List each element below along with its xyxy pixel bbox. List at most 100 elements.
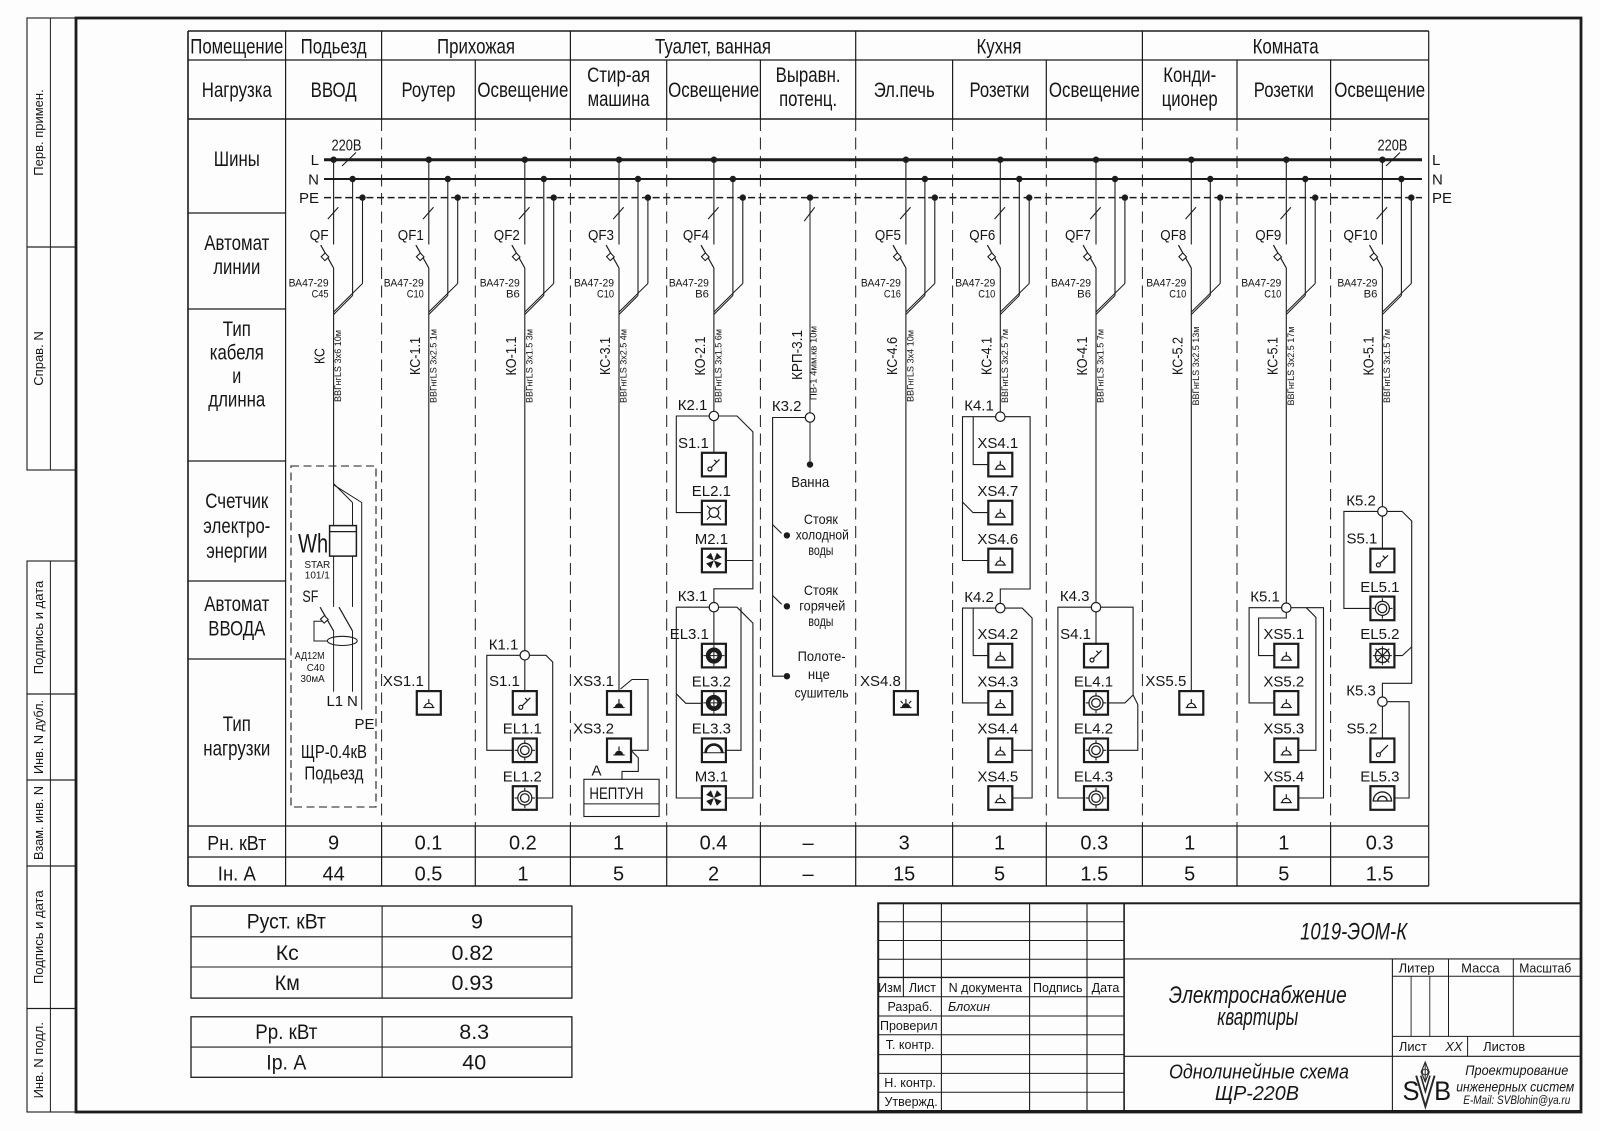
svg-text:STAR: STAR [304,560,330,571]
svg-text:101/1: 101/1 [305,571,330,582]
svg-text:B: B [1434,1076,1451,1106]
svg-text:Листов: Листов [1483,1039,1525,1054]
svg-text:XS5.5: XS5.5 [1145,673,1186,690]
svg-text:холодной: холодной [796,527,849,543]
svg-text:А: А [591,763,601,780]
svg-text:S1.1: S1.1 [489,673,520,690]
svg-text:0.1: 0.1 [415,833,443,855]
svg-text:Конди-: Конди- [1163,64,1216,87]
svg-text:В6: В6 [695,289,709,301]
svg-text:Розетки: Розетки [970,79,1030,102]
svg-text:QF5: QF5 [875,227,901,244]
svg-text:QF6: QF6 [969,227,995,244]
svg-text:Однолинейные схема: Однолинейные схема [1169,1062,1349,1084]
svg-text:Роутер: Роутер [402,79,456,102]
svg-text:1.5: 1.5 [1080,863,1108,885]
svg-text:Стир-ая: Стир-ая [587,64,650,87]
svg-text:E-Mail: SVBlohin@ya.ru: E-Mail: SVBlohin@ya.ru [1463,1093,1570,1107]
svg-text:220В: 220В [1378,138,1408,155]
svg-text:ВА47-29: ВА47-29 [861,278,901,290]
svg-text:XS4.5: XS4.5 [977,768,1018,785]
svg-text:5: 5 [1184,863,1195,885]
svg-text:Автомат: Автомат [204,232,269,255]
svg-text:0.93: 0.93 [451,971,493,995]
svg-text:кабеля: кабеля [210,342,264,365]
svg-text:ВА47-29: ВА47-29 [1146,278,1186,290]
svg-text:энергии: энергии [206,540,267,563]
svg-text:QF4: QF4 [683,227,709,244]
svg-text:PE: PE [354,716,374,733]
svg-text:Литер: Литер [1399,961,1435,976]
svg-text:EL1.2: EL1.2 [503,768,542,785]
svg-text:К4.3: К4.3 [1060,588,1090,605]
svg-text:КО-1.1: КО-1.1 [503,337,520,376]
svg-text:нце: нце [808,666,830,682]
svg-text:Шины: Шины [214,148,260,171]
svg-text:ВА47-29: ВА47-29 [574,278,614,290]
svg-text:QF2: QF2 [494,227,520,244]
svg-text:1019-ЭОМ-К: 1019-ЭОМ-К [1300,919,1408,946]
svg-text:ВВГнгLS 3х4 10м: ВВГнгLS 3х4 10м [905,330,916,402]
svg-text:КО-2.1: КО-2.1 [692,337,709,376]
svg-text:ВВГнгLS 3х6 10м: ВВГнгLS 3х6 10м [333,330,344,402]
svg-text:К3.2: К3.2 [772,398,802,415]
svg-text:Рн. кВт: Рн. кВт [207,832,267,855]
svg-text:ВВГнгLS 3х1.5 7м: ВВГнгLS 3х1.5 7м [1382,329,1393,403]
svg-text:XS5.4: XS5.4 [1263,768,1304,785]
svg-text:L1: L1 [326,693,343,710]
svg-text:EL3.3: EL3.3 [692,721,731,738]
svg-text:ВВГнгLS 3х2.5 7м: ВВГнгLS 3х2.5 7м [1000,329,1011,403]
svg-text:НЕПТУН: НЕПТУН [589,785,643,803]
svg-text:длинна: длинна [208,389,265,412]
svg-text:0.5: 0.5 [415,863,443,885]
svg-text:В6: В6 [1077,289,1091,301]
svg-text:QF8: QF8 [1160,227,1186,244]
svg-text:PE: PE [1432,190,1452,207]
svg-text:15: 15 [893,863,915,885]
svg-text:44: 44 [322,863,344,885]
svg-text:SF: SF [302,588,318,606]
svg-text:С16: С16 [884,289,901,301]
svg-text:ЩР-220В: ЩР-220В [1215,1083,1299,1105]
svg-text:КС-1.1: КС-1.1 [407,337,424,375]
svg-text:EL1.1: EL1.1 [503,721,542,738]
svg-text:Туалет, ванная: Туалет, ванная [655,36,771,59]
svg-text:QF3: QF3 [588,227,614,244]
svg-text:С40: С40 [307,663,326,674]
svg-text:XS4.2: XS4.2 [977,626,1018,643]
svg-text:КС-4.1: КС-4.1 [978,337,995,375]
svg-text:ВВГнгLS 3х1.5 6м: ВВГнгLS 3х1.5 6м [713,329,724,403]
svg-text:М3.1: М3.1 [695,768,728,785]
svg-text:9: 9 [471,910,483,934]
svg-text:К2.1: К2.1 [678,397,708,414]
svg-text:8.3: 8.3 [459,1020,489,1044]
svg-text:ВА47-29: ВА47-29 [955,278,995,290]
svg-text:QF7: QF7 [1065,227,1091,244]
svg-text:С10: С10 [407,289,424,301]
svg-text:Масса: Масса [1461,961,1500,976]
svg-text:N: N [1432,172,1443,189]
svg-text:Помещение: Помещение [190,36,283,59]
svg-text:Розетки: Розетки [1254,79,1314,102]
svg-text:КО-4.1: КО-4.1 [1074,337,1091,376]
svg-text:40: 40 [462,1051,486,1075]
svg-text:Wh: Wh [298,529,328,559]
svg-text:сушитель: сушитель [795,685,849,701]
svg-text:Тип: Тип [223,713,251,736]
svg-text:–: – [802,863,814,885]
svg-text:ВВГнгLS 3х2.5 1м: ВВГнгLS 3х2.5 1м [428,329,439,403]
svg-text:Справ. N: Справ. N [31,331,46,385]
svg-text:ЩР-0.4кВ: ЩР-0.4кВ [301,741,367,762]
svg-text:Подьезд: Подьезд [301,36,367,59]
svg-text:EL3.2: EL3.2 [692,673,731,690]
svg-text:Проектирование: Проектирование [1465,1063,1568,1078]
svg-text:КС-5.1: КС-5.1 [1264,337,1281,375]
svg-text:линии: линии [213,256,260,279]
svg-text:XS5.2: XS5.2 [1263,673,1304,690]
svg-text:EL4.2: EL4.2 [1074,721,1113,738]
svg-text:Н. контр.: Н. контр. [884,1076,936,1090]
svg-text:Ванна: Ванна [791,474,830,491]
svg-text:инженерных систем: инженерных систем [1456,1079,1574,1094]
svg-text:ВА47-29: ВА47-29 [1337,278,1377,290]
svg-text:N: N [308,172,319,189]
